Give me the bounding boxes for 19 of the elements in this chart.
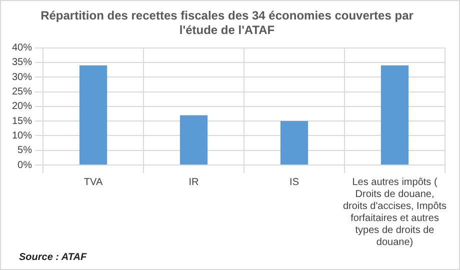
bar [180, 115, 208, 164]
y-tick-label: 5% [18, 145, 32, 156]
source-note: Source : ATAF [19, 252, 87, 263]
y-tick-label: 0% [18, 160, 32, 171]
x-tick-label: IS [290, 176, 300, 188]
y-tick-label: 30% [12, 72, 32, 83]
bar [79, 65, 108, 164]
x-tick-label: Les autres impôts ( Droits de douane, droits d'accises, Impôts forfaitaires et autres types de droits de douane) [342, 176, 447, 248]
bar [380, 65, 409, 164]
y-tick-label: 15% [12, 116, 32, 127]
x-tick-label: IR [188, 176, 199, 188]
y-tick-label: 40% [12, 42, 32, 54]
y-tick-label: 25% [12, 86, 32, 98]
y-tick-label: 10% [12, 130, 32, 142]
y-tick-label: 35% [12, 57, 32, 68]
x-tick-label: TVA [84, 176, 103, 188]
bar [280, 121, 308, 164]
y-tick-label: 20% [12, 101, 32, 112]
chart-title: Répartition des recettes fiscales des 34 économies couvertes par l'étude de l'ATAF [40, 8, 414, 37]
